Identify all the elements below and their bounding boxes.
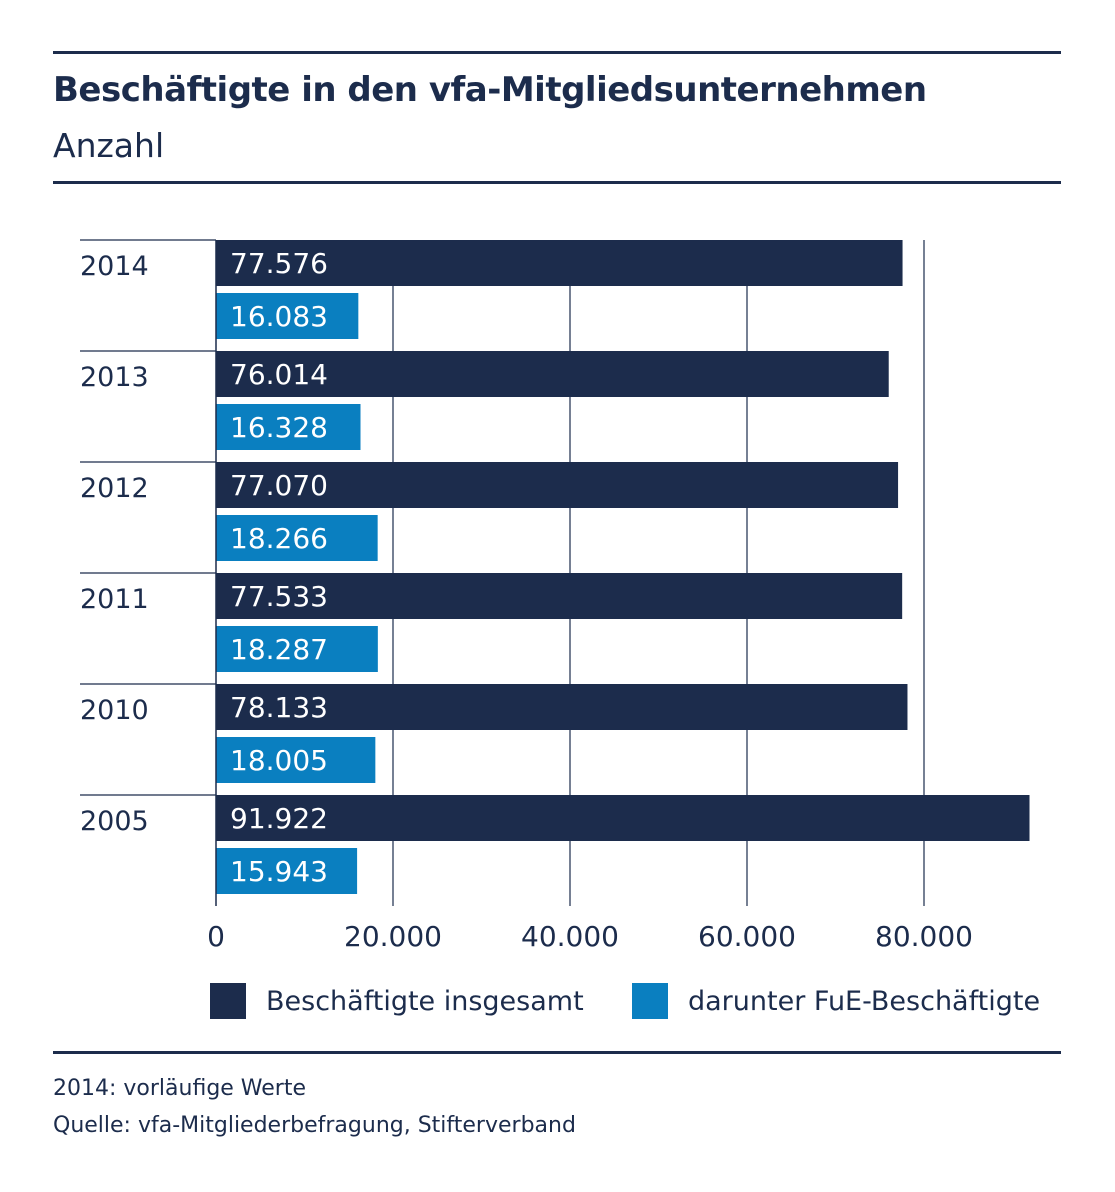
- data-label-total-2010: 78.133: [230, 691, 328, 724]
- bar-rd-2005: [216, 848, 358, 894]
- source-note: Quelle: vfa-Mitgliederbefragung, Stifter…: [53, 1113, 576, 1138]
- bar-total-2011: [216, 573, 903, 619]
- chart-title: Beschäftigte in den vfa-Mitgliedsunterne…: [53, 70, 927, 110]
- data-label-rd-2011: 18.287: [230, 633, 328, 666]
- category-label-2012: 2012: [80, 473, 149, 504]
- category-label-2011: 2011: [80, 584, 149, 615]
- footnote: 2014: vorläufige Werte: [53, 1076, 307, 1101]
- data-label-rd-2010: 18.005: [230, 744, 328, 777]
- bar-total-2010: [216, 684, 908, 730]
- x-tick-label-80000: 80.000: [875, 920, 973, 953]
- footer-rule: [53, 1051, 1061, 1054]
- category-label-2014: 2014: [80, 251, 149, 282]
- bar-total-2013: [216, 351, 889, 397]
- data-label-rd-2012: 18.266: [230, 522, 328, 555]
- top-rule: [53, 51, 1061, 54]
- data-label-total-2012: 77.070: [230, 469, 328, 502]
- legend-swatch-rd: [632, 983, 668, 1019]
- legend-label-total: Beschäftigte insgesamt: [266, 985, 584, 1017]
- bar-rd-2014: [216, 293, 359, 339]
- data-label-rd-2005: 15.943: [230, 855, 328, 888]
- data-label-rd-2014: 16.083: [230, 300, 328, 333]
- legend-swatch-total: [210, 983, 246, 1019]
- bar-rd-2010: [216, 737, 376, 783]
- x-tick-label-0: 0: [207, 920, 225, 953]
- bar-total-2012: [216, 462, 899, 508]
- category-label-2005: 2005: [80, 806, 149, 837]
- bar-rd-2013: [216, 404, 361, 450]
- x-tick-label-40000: 40.000: [521, 920, 619, 953]
- bar-total-2014: [216, 240, 903, 286]
- chart-subtitle: Anzahl: [53, 126, 165, 165]
- bar-total-2005: [216, 795, 1030, 841]
- data-label-total-2005: 91.922: [230, 802, 328, 835]
- header-rule: [53, 181, 1061, 184]
- data-label-rd-2013: 16.328: [230, 411, 328, 444]
- data-label-total-2014: 77.576: [230, 247, 328, 280]
- x-tick-label-60000: 60.000: [698, 920, 796, 953]
- bar-rd-2011: [216, 626, 378, 672]
- data-label-total-2011: 77.533: [230, 580, 328, 613]
- legend-item-total: Beschäftigte insgesamt: [210, 982, 584, 1020]
- bar-rd-2012: [216, 515, 378, 561]
- legend-label-rd: darunter FuE-Beschäftigte: [688, 985, 1041, 1017]
- x-tick-label-20000: 20.000: [344, 920, 442, 953]
- legend-item-rd: darunter FuE-Beschäftigte: [632, 982, 1040, 1020]
- data-label-total-2013: 76.014: [230, 358, 328, 391]
- category-label-2013: 2013: [80, 362, 149, 393]
- category-label-2010: 2010: [80, 695, 149, 726]
